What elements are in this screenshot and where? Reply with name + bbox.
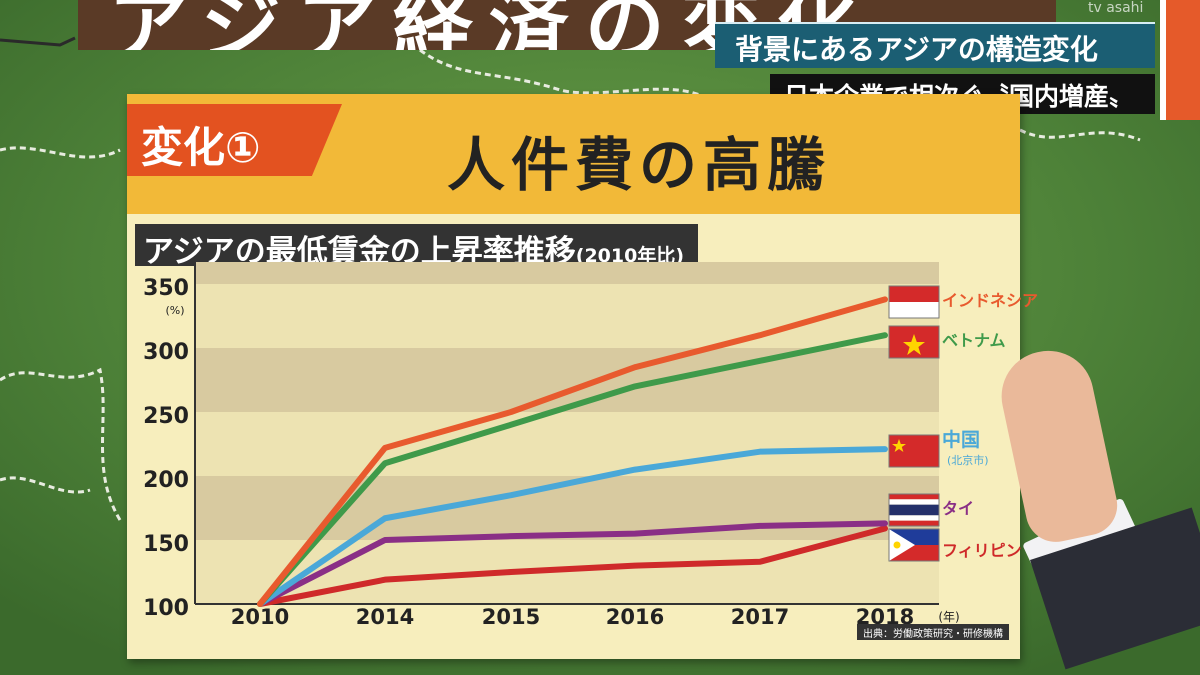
y-tick-label: 350 bbox=[143, 276, 189, 301]
y-tick-label: 100 bbox=[143, 596, 189, 621]
x-tick-label: 2010 bbox=[231, 605, 289, 629]
legend-label-3: タイ bbox=[942, 499, 974, 518]
y-axis-unit: (%) bbox=[165, 304, 184, 317]
x-tick-label: 2017 bbox=[731, 605, 789, 629]
y-tick-label: 250 bbox=[143, 404, 189, 429]
flag-0 bbox=[888, 285, 940, 319]
x-axis-unit: (年) bbox=[938, 610, 959, 624]
series-line-0 bbox=[257, 296, 888, 607]
legend-label-1: ベトナム bbox=[942, 331, 1006, 350]
y-tick-label: 300 bbox=[143, 340, 189, 365]
legend-label-0: インドネシア bbox=[942, 291, 1038, 310]
orange-edge-bar bbox=[1160, 0, 1200, 120]
series-line-2 bbox=[257, 446, 888, 607]
grid-band bbox=[195, 348, 939, 412]
board-header: 変化① 人件費の高騰 bbox=[127, 94, 1020, 214]
line-chart: 100 150 200 250 300 350 (%) 2010 2014 2015 2016 201… bbox=[143, 262, 1038, 629]
flag-2 bbox=[888, 434, 940, 468]
series-line-1 bbox=[257, 332, 888, 607]
grid-band bbox=[195, 262, 939, 284]
flag-4 bbox=[888, 528, 940, 562]
watermark: tv asahi bbox=[1088, 0, 1144, 16]
y-tick-label: 200 bbox=[143, 468, 189, 493]
x-tick-label: 2016 bbox=[606, 605, 664, 629]
chart-title: アジアの最低賃金の上昇率推移(2010年比) bbox=[135, 224, 699, 270]
change-badge: 変化① bbox=[127, 104, 342, 176]
series-line-4 bbox=[257, 525, 888, 607]
flag-3 bbox=[888, 493, 940, 527]
source-note: 出典：労働政策研究・研修機構 bbox=[857, 624, 1009, 640]
legend-label-2: 中国 bbox=[942, 428, 980, 451]
flag-1 bbox=[888, 325, 940, 359]
legend-note-2: (北京市) bbox=[947, 453, 989, 467]
chart-board: 変化① 人件費の高騰 アジアの最低賃金の上昇率推移(2010年比) 100 150… bbox=[127, 94, 1038, 659]
sub-banner: 背景にあるアジアの構造変化 bbox=[715, 22, 1155, 68]
chart-title-sub: (2010年比) bbox=[575, 245, 685, 267]
x-tick-label: 2015 bbox=[482, 605, 540, 629]
board-title: 人件費の高騰 bbox=[447, 131, 832, 199]
series-line-3 bbox=[257, 520, 888, 607]
grid-band bbox=[195, 284, 939, 348]
legend-label-4: フィリピン bbox=[942, 541, 1022, 560]
x-tick-label: 2014 bbox=[356, 605, 414, 629]
y-tick-label: 150 bbox=[143, 532, 189, 557]
grid-band bbox=[195, 412, 939, 476]
